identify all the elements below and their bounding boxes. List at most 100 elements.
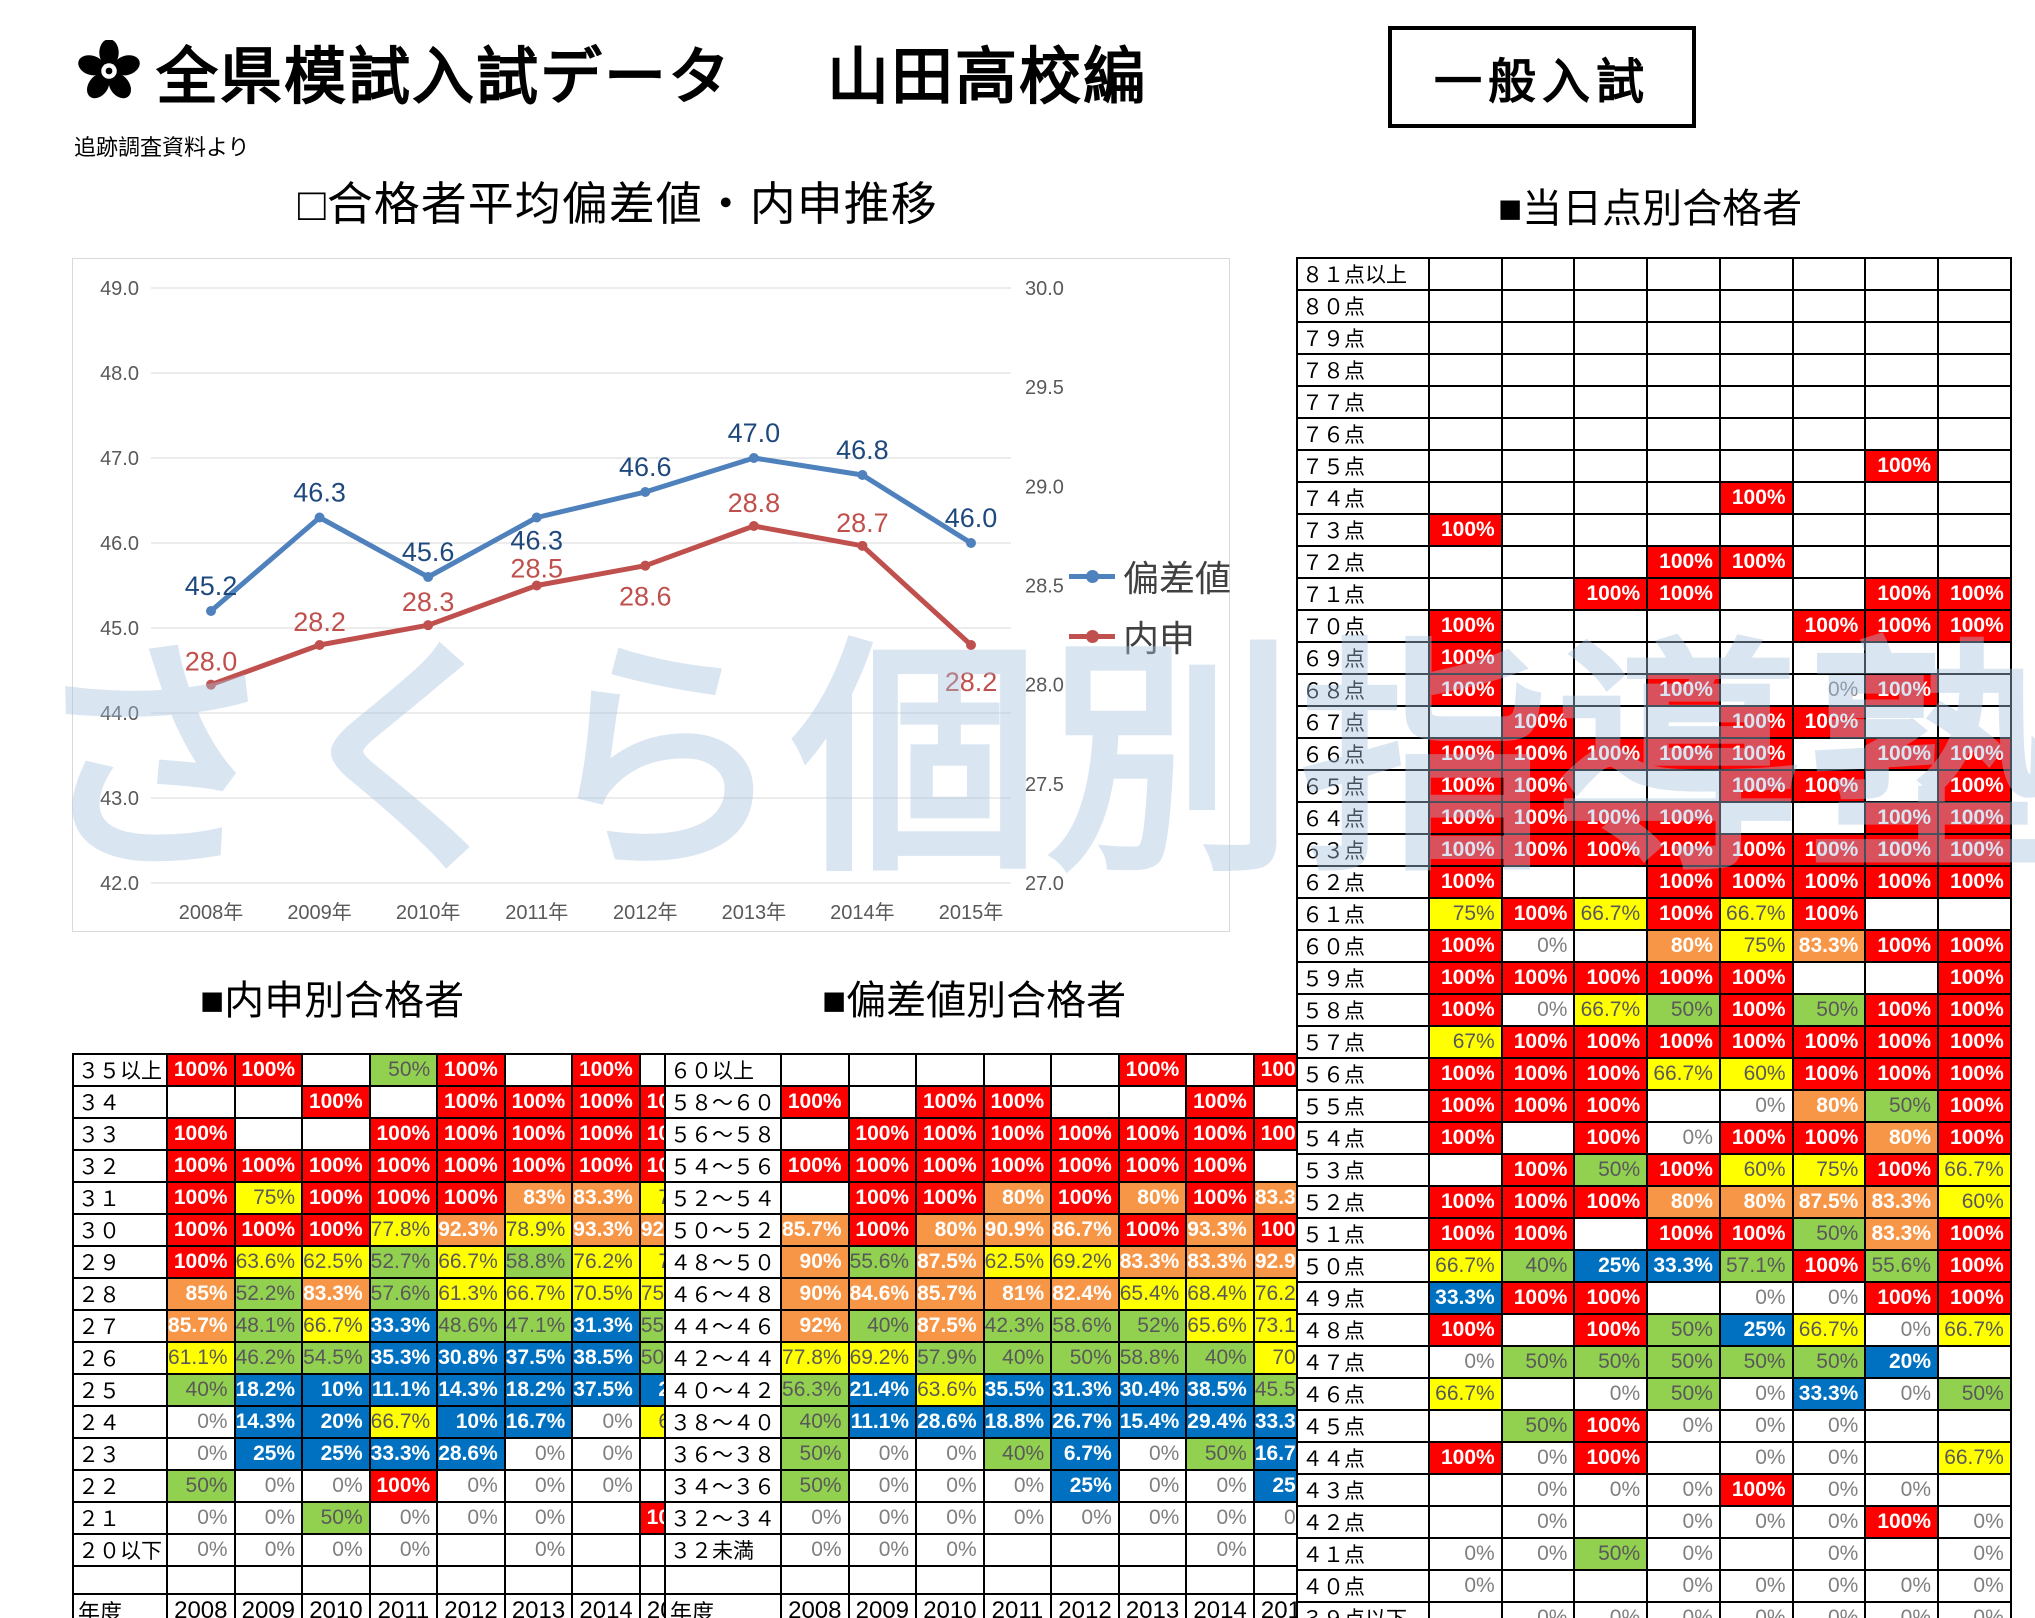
table-cell: 16.7% — [503, 1405, 574, 1439]
table-cell: 0% — [1937, 1537, 2012, 1571]
table-cell: 100% — [1718, 865, 1794, 899]
table-cell: 100% — [1791, 897, 1867, 931]
table-cell: 37.5% — [503, 1341, 574, 1375]
table-cell: 50% — [1500, 1409, 1576, 1443]
year-cell: 2014 — [1185, 1593, 1255, 1618]
table-cell: 100% — [1718, 705, 1794, 739]
row-label: ７７点 — [1296, 385, 1430, 419]
table-cell — [1937, 417, 2012, 451]
table-cell: 0% — [1718, 1569, 1794, 1603]
year-cell: 2013 — [1117, 1593, 1188, 1618]
table-cell — [1428, 481, 1503, 515]
table-cell: 100% — [1937, 769, 2012, 803]
table-cell — [1500, 385, 1576, 419]
data-point — [748, 453, 759, 463]
table-cell: 63.6% — [915, 1373, 985, 1407]
page-title-main: 全県模試入試データ — [156, 43, 733, 112]
table-cell: 100% — [166, 1213, 236, 1247]
table-cell: 100% — [1573, 1089, 1649, 1123]
table-cell: 0% — [1791, 673, 1867, 707]
table-cell: 14.3% — [233, 1405, 304, 1439]
table-cell: 92% — [780, 1309, 850, 1343]
spacer-cell — [1117, 1565, 1188, 1595]
table-cell — [1500, 545, 1576, 579]
table-cell: 0% — [1791, 1505, 1867, 1539]
table-cell — [1500, 417, 1576, 451]
table-cell: 50% — [1718, 1345, 1794, 1379]
table-cell: 0% — [1864, 1473, 1940, 1507]
table-cell — [1500, 257, 1576, 291]
table-cell: 52.2% — [233, 1277, 304, 1311]
row-label: ５２～５４ — [663, 1181, 783, 1215]
row-label: ３９点以下 — [1296, 1601, 1430, 1618]
row-label: ４９点 — [1296, 1281, 1430, 1315]
table-cell: 100% — [503, 1085, 574, 1119]
table-cell: 100% — [1500, 1025, 1576, 1059]
table-cell: 100% — [1646, 961, 1721, 995]
table-cell: 84.6% — [847, 1277, 918, 1311]
table-cell: 40% — [847, 1309, 918, 1343]
data-point — [748, 521, 759, 531]
table-cell: 66.7% — [1791, 1313, 1867, 1347]
table-cell — [1050, 1053, 1120, 1087]
table-cell: 100% — [1646, 897, 1721, 931]
table-cell: 76.2% — [571, 1245, 641, 1279]
table-cell — [1937, 545, 2012, 579]
table-cell — [1646, 257, 1721, 291]
table-cell — [1573, 417, 1649, 451]
year-cell: 2009 — [233, 1593, 304, 1618]
table-cell: 82.4% — [1050, 1277, 1120, 1311]
table-cell: 20% — [1864, 1345, 1940, 1379]
table-cell: 100% — [1791, 769, 1867, 803]
table-cell — [1646, 385, 1721, 419]
data-point — [314, 640, 325, 650]
table-cell: 100% — [1428, 1441, 1503, 1475]
table-cell — [1718, 385, 1794, 419]
table-cell — [1937, 481, 2012, 515]
table-cell: 100% — [1791, 1025, 1867, 1059]
table-cell: 100% — [982, 1149, 1053, 1183]
table-cell — [1791, 257, 1867, 291]
table-cell: 100% — [1864, 1505, 1940, 1539]
table-cell: 100% — [1428, 993, 1503, 1027]
table-cell — [1937, 641, 2012, 675]
table-cell: 50% — [780, 1469, 850, 1503]
table-cell: 0% — [847, 1533, 918, 1567]
table-cell: 50% — [368, 1053, 439, 1087]
table-cell: 100% — [1646, 1153, 1721, 1187]
table-cell: 0% — [1937, 1569, 2012, 1603]
table-cell — [1718, 1537, 1794, 1571]
table-cell: 61.3% — [436, 1277, 506, 1311]
table-cell — [1864, 1441, 1940, 1475]
table-cell — [301, 1117, 371, 1151]
table-cell — [1500, 289, 1576, 323]
table-cell: 100% — [1718, 1121, 1794, 1155]
left-axis-tick: 46.0 — [100, 533, 139, 555]
table-cell: 83.3% — [301, 1277, 371, 1311]
table-cell — [1937, 449, 2012, 483]
table-cell: 90.9% — [982, 1213, 1053, 1247]
table-cell — [1937, 257, 2012, 291]
table-cell: 100% — [1428, 1313, 1503, 1347]
table-cell — [1864, 769, 1940, 803]
table-cell: 0% — [1718, 1601, 1794, 1618]
table-cell: 66.7% — [1937, 1153, 2012, 1187]
table-cell: 33.3% — [368, 1437, 439, 1471]
year-cell: 2010 — [915, 1593, 985, 1618]
table-cell — [1646, 1089, 1721, 1123]
table-cell — [1573, 545, 1649, 579]
table-cell: 0% — [166, 1501, 236, 1535]
table-cell: 66.7% — [503, 1277, 574, 1311]
table-cell: 0% — [1573, 1473, 1649, 1507]
table-cell: 0% — [1573, 1377, 1649, 1411]
table-cell — [1428, 417, 1503, 451]
table-cell: 100% — [166, 1181, 236, 1215]
table-cell: 63.6% — [233, 1245, 304, 1279]
table-cell: 100% — [1500, 737, 1576, 771]
row-label: ２９ — [71, 1245, 169, 1279]
row-label: ３０ — [71, 1213, 169, 1247]
table-cell: 61.1% — [166, 1341, 236, 1375]
table-cell — [1718, 289, 1794, 323]
table-cell — [1718, 513, 1794, 547]
table-cell — [1864, 545, 1940, 579]
